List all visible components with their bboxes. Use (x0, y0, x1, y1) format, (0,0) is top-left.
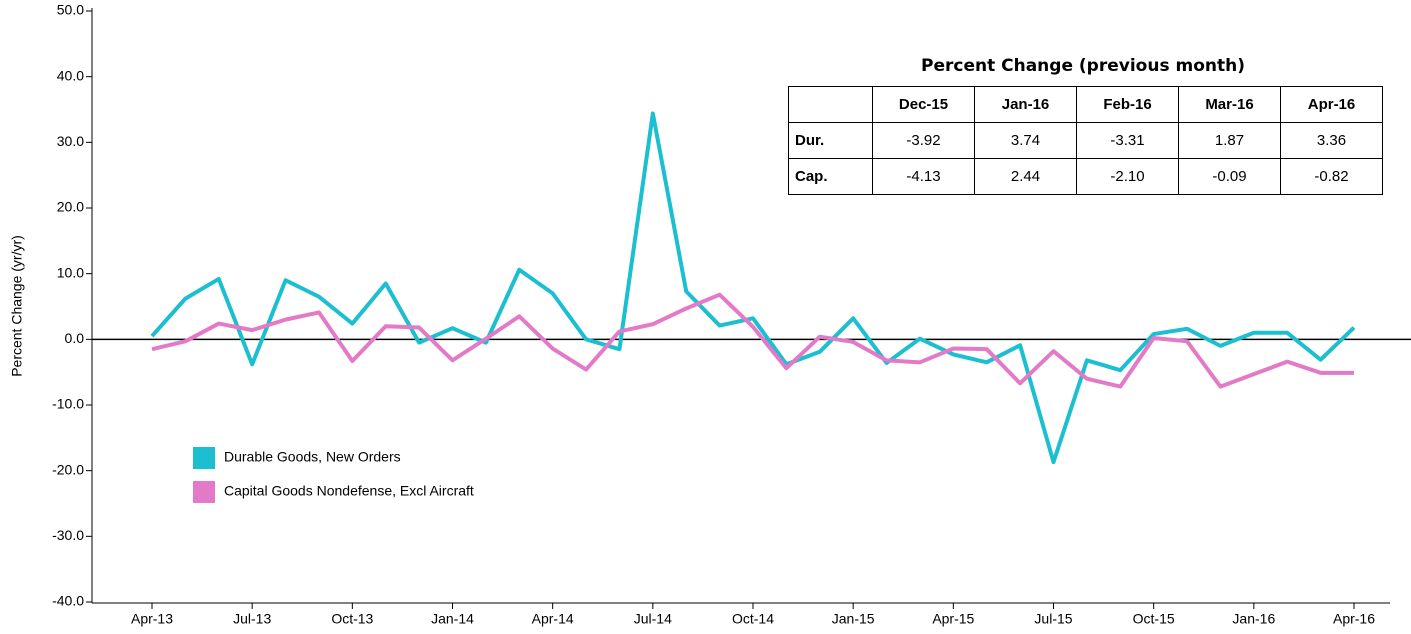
column-header: Dec-15 (872, 86, 975, 123)
table-cell: -3.92 (872, 122, 975, 159)
y-tick-label: -40.0 (52, 593, 84, 609)
x-tick-label: Jul-14 (634, 611, 672, 627)
column-header: Jan-16 (974, 86, 1077, 123)
legend-label: Capital Goods Nondefense, Excl Aircraft (224, 483, 474, 499)
y-tick-label: 0.0 (65, 330, 85, 346)
x-tick-label: Jul-15 (1034, 611, 1072, 627)
table-cell: 3.74 (974, 122, 1077, 159)
row-label: Dur. (788, 122, 873, 159)
table-cell: -0.82 (1280, 158, 1383, 195)
column-header: Apr-16 (1280, 86, 1383, 123)
table-header: Dec-15 Jan-16 Feb-16 Mar-16 Apr-16 (788, 86, 1383, 123)
y-tick-label: -30.0 (52, 527, 84, 543)
x-tick-label: Apr-13 (131, 611, 173, 627)
x-tick-label: Oct-13 (331, 611, 373, 627)
x-tick-label: Apr-16 (1333, 611, 1375, 627)
table-cell: -4.13 (872, 158, 975, 195)
y-axis-label: Percent Change (yr/yr) (9, 235, 25, 377)
table-cell: -0.09 (1178, 158, 1281, 195)
legend-swatch (193, 447, 215, 469)
x-tick-label: Apr-15 (932, 611, 974, 627)
x-tick-label: Oct-14 (732, 611, 774, 627)
y-tick-label: 30.0 (57, 133, 84, 149)
table-corner (788, 86, 873, 123)
table-row: Dur. -3.92 3.74 -3.31 1.87 3.36 (788, 122, 1383, 159)
legend-swatch (193, 481, 215, 503)
x-tick-label: Oct-15 (1133, 611, 1175, 627)
y-tick-label: 40.0 (57, 67, 84, 83)
table: Dec-15 Jan-16 Feb-16 Mar-16 Apr-16 Dur. -3.92… (788, 86, 1383, 195)
table-cell: 3.36 (1280, 122, 1383, 159)
table-cell: -3.31 (1076, 122, 1179, 159)
legend-label: Durable Goods, New Orders (224, 449, 401, 465)
line-series (150, 111, 1356, 465)
y-tick-label: 50.0 (57, 2, 84, 18)
y-tick-label: 20.0 (57, 199, 84, 215)
table-cell: 1.87 (1178, 122, 1281, 159)
y-tick-label: 10.0 (57, 264, 84, 280)
column-header: Feb-16 (1076, 86, 1179, 123)
table-title: Percent Change (previous month) (921, 56, 1245, 76)
x-tick-label: Jan-14 (431, 611, 474, 627)
y-tick-label: -10.0 (52, 396, 84, 412)
x-tick-label: Apr-14 (532, 611, 574, 627)
row-label: Cap. (788, 158, 873, 195)
column-header: Mar-16 (1178, 86, 1281, 123)
line-series (151, 292, 1354, 389)
x-tick-label: Jan-16 (1232, 611, 1275, 627)
table-cell: -2.10 (1076, 158, 1179, 195)
x-tick-label: Jan-15 (832, 611, 875, 627)
table-cell: 2.44 (974, 158, 1077, 195)
table-row: Cap. -4.13 2.44 -2.10 -0.09 -0.82 (788, 158, 1383, 195)
x-tick-label: Jul-13 (233, 611, 271, 627)
y-tick-label: -20.0 (52, 461, 84, 477)
